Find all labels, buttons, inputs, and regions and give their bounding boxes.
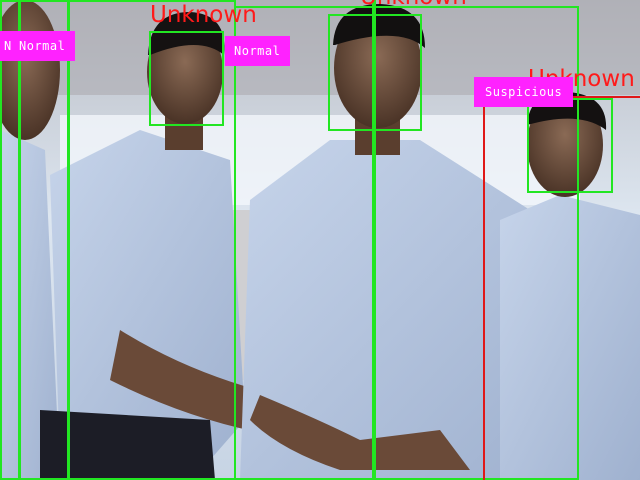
person-left-shirt: [0, 130, 60, 480]
body-box-5: [372, 0, 376, 480]
body-box-2: [18, 0, 69, 480]
status-tag-3: Normal: [225, 36, 291, 66]
face-box-4: [527, 98, 613, 193]
person-3-hands: [250, 395, 470, 470]
status-tag-1: N: [0, 31, 16, 61]
person-2-pants: [40, 410, 215, 480]
face-box-2: [149, 31, 224, 126]
person-4-shirt: [500, 195, 640, 480]
identity-label-1: Unknown: [150, 2, 257, 28]
face-box-3: [328, 14, 422, 131]
identity-label-2: Unknown: [360, 0, 467, 10]
person-2-hair: [148, 12, 225, 55]
body-box-1: [0, 0, 21, 480]
body-box-4: [234, 6, 579, 480]
status-tag-2: Normal: [14, 31, 76, 61]
status-tag-suspicious: Suspicious: [474, 77, 574, 107]
person-3-shirt: [240, 140, 560, 480]
